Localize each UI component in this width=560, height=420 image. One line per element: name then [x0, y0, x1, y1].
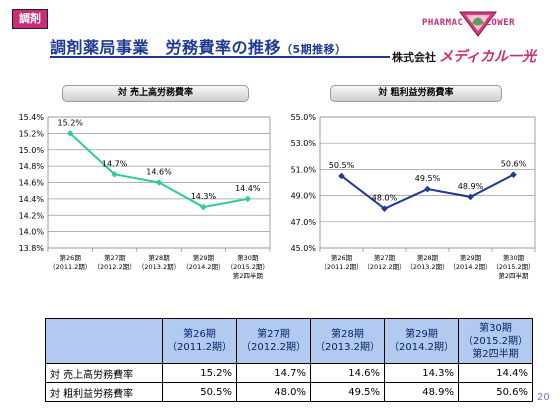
table-cell: 14.7% [237, 364, 311, 383]
table-header-row: 第26期 （2011.2期） 第27期 （2012.2期） 第28期 （2013… [46, 319, 533, 364]
y-tick-label: 15.2% [19, 129, 45, 138]
data-label: 50.5% [329, 161, 355, 170]
summary-table: 第26期 （2011.2期） 第27期 （2012.2期） 第28期 （2013… [45, 318, 533, 402]
x-tick-label: 第30期（2015.2期）第2四半期 [492, 253, 534, 280]
table-cell: 14.4% [459, 364, 533, 383]
page-number: 20 [537, 392, 550, 403]
data-label: 14.7% [102, 159, 128, 168]
data-label: 14.4% [235, 184, 261, 193]
table-header-cell: 第30期 （2015.2期） 第2四半期 [459, 319, 533, 364]
company-name: メディカル一光 [439, 49, 536, 65]
x-tick-label: 第27期（2012.2期） [363, 253, 405, 271]
y-tick-label: 47.0% [291, 218, 317, 227]
company-name-line: 株式会社 メディカル一光 [392, 46, 536, 66]
table-corner-cell [46, 319, 163, 364]
slide-title: 調剤薬局事業 労務費率の推移（5期推移） [50, 34, 347, 58]
x-tick-label: 第29期（2014.2期） [182, 253, 224, 271]
x-tick-label: 第29期（2014.2期） [449, 253, 491, 271]
y-tick-label: 14.8% [19, 162, 45, 171]
company-logo: PHARMAC LOWER 株式会社 メディカル一光 [392, 6, 556, 66]
y-tick-label: 45.0% [291, 244, 317, 253]
table-cell: 14.6% [311, 364, 385, 383]
brand-right: LOWER [485, 18, 515, 28]
company-prefix: 株式会社 [392, 51, 436, 64]
data-label: 48.0% [372, 194, 398, 203]
table-cell: 50.5% [163, 383, 237, 402]
table-cell: 48.9% [385, 383, 459, 402]
y-tick-label: 53.0% [291, 139, 317, 148]
table-header-cell: 第26期 （2011.2期） [163, 319, 237, 364]
header-period-30: 第30期 （2015.2期） 第2四半期 [463, 323, 528, 360]
y-tick-label: 14.0% [19, 228, 45, 237]
x-tick-label: 第26期（2011.2期） [320, 253, 362, 271]
title-underline [50, 56, 390, 58]
y-tick-label: 13.8% [19, 244, 45, 253]
y-tick-label: 49.0% [291, 192, 317, 201]
table-row: 対 売上高労務費率 15.2% 14.7% 14.6% 14.3% 14.4% [46, 364, 533, 383]
x-tick-label: 第26期（2011.2期） [49, 253, 91, 271]
table-cell: 50.6% [459, 383, 533, 402]
y-tick-label: 15.4% [19, 113, 45, 122]
header-period-26: 第26期 （2011.2期） [167, 329, 232, 353]
y-tick-label: 14.2% [19, 211, 45, 220]
y-tick-label: 55.0% [291, 113, 317, 122]
data-label: 14.6% [146, 168, 172, 177]
table-cell: 14.3% [385, 364, 459, 383]
table-cell: 15.2% [163, 364, 237, 383]
y-tick-label: 15.0% [19, 146, 45, 155]
brand-left: PHARMAC [422, 18, 463, 28]
table-header-cell: 第27期 （2012.2期） [237, 319, 311, 364]
header-period-27: 第27期 （2012.2期） [241, 329, 306, 353]
table-header-cell: 第28期 （2013.2期） [311, 319, 385, 364]
data-label: 50.6% [501, 160, 527, 169]
chart-gross-profit-labor-ratio: 45.0% 47.0% 49.0% 51.0% 53.0% 55.0% 第26期（2011.… [280, 100, 560, 295]
data-label: 15.2% [57, 118, 83, 127]
brand-text: PHARMAC LOWER [422, 18, 515, 28]
chart-sales-labor-ratio: 13.8% 14.0% 14.2% 14.4% 14.6% 14.8% 15.0% 15.2%… [0, 100, 280, 295]
table-cell: 49.5% [311, 383, 385, 402]
data-label: 48.9% [458, 182, 484, 191]
slide-title-sub: （5期推移） [281, 43, 347, 56]
y-tick-label: 14.4% [19, 195, 45, 204]
data-label: 14.3% [191, 192, 217, 201]
y-tick-label: 14.6% [19, 179, 45, 188]
table-cell: 48.0% [237, 383, 311, 402]
section-tag: 調剤 [12, 9, 48, 29]
x-tick-label: 第27期（2012.2期） [93, 253, 135, 271]
row-label: 対 粗利益労務費率 [46, 383, 163, 402]
row-label: 対 売上高労務費率 [46, 364, 163, 383]
table-header-cell: 第29期 （2014.2期） [385, 319, 459, 364]
data-label: 49.5% [415, 174, 441, 183]
y-tick-label: 51.0% [291, 165, 317, 174]
header-period-28: 第28期 （2013.2期） [315, 329, 380, 353]
x-tick-label: 第28期（2013.2期） [138, 253, 180, 271]
header-period-29: 第29期 （2014.2期） [389, 329, 454, 353]
x-tick-label: 第30期（2015.2期）第2四半期 [227, 253, 269, 280]
x-tick-label: 第28期（2013.2期） [406, 253, 448, 271]
slide-title-main: 調剤薬局事業 労務費率の推移 [50, 38, 281, 57]
table-row: 対 粗利益労務費率 50.5% 48.0% 49.5% 48.9% 50.6% [46, 383, 533, 402]
